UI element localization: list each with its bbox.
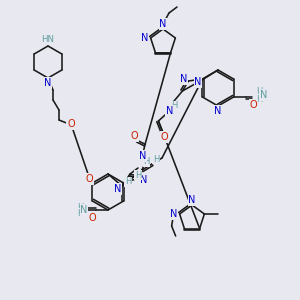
Text: O: O (131, 131, 138, 141)
Text: N: N (170, 209, 177, 219)
Text: H: H (256, 94, 263, 103)
Text: O: O (250, 100, 257, 110)
Text: N: N (140, 175, 147, 185)
Text: O: O (85, 174, 93, 184)
Text: HN: HN (41, 35, 55, 44)
Text: N: N (214, 106, 222, 116)
Text: H: H (77, 202, 83, 211)
Text: H: H (256, 86, 263, 95)
Text: H: H (77, 208, 83, 217)
Text: H: H (143, 158, 150, 166)
Text: H: H (153, 154, 159, 164)
Text: N: N (141, 33, 148, 43)
Text: O: O (160, 132, 168, 142)
Text: N: N (114, 184, 122, 194)
Text: N: N (44, 78, 52, 88)
Text: H: H (171, 101, 178, 110)
Text: O: O (67, 119, 75, 129)
Text: H: H (135, 170, 141, 179)
Text: N: N (159, 19, 167, 29)
Text: O: O (88, 213, 96, 223)
Text: N: N (188, 195, 196, 205)
Text: H: H (125, 178, 131, 187)
Text: N: N (166, 106, 173, 116)
Text: N: N (194, 77, 202, 87)
Text: N: N (260, 90, 267, 100)
Text: N: N (180, 74, 187, 84)
Text: N: N (80, 205, 88, 215)
Text: N: N (139, 151, 146, 161)
